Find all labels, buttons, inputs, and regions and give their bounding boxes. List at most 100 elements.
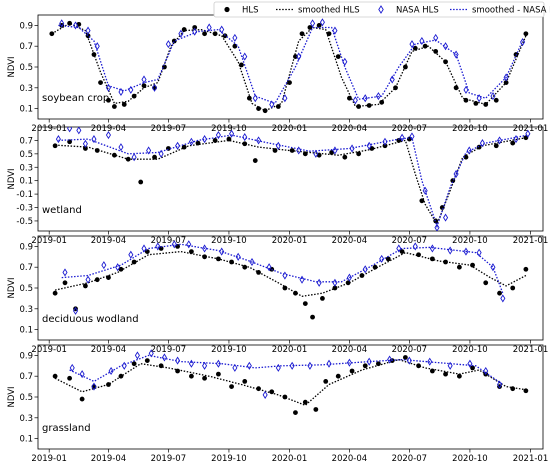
nasa-hls-point: [467, 359, 473, 368]
nasa-hls-point: [520, 37, 526, 47]
nasa-hls-point: [463, 247, 469, 256]
x-tick-label: 2019-04: [91, 124, 127, 134]
hls-point: [342, 154, 348, 160]
legend-label: NASA HLS: [396, 6, 439, 16]
y-tick-label: -0.1: [16, 190, 33, 200]
hls-point: [98, 80, 103, 85]
hls-point: [131, 259, 137, 265]
nasa-hls-point: [76, 127, 82, 135]
nasa-hls-point: [82, 139, 88, 148]
x-tick-label: 2019-10: [211, 454, 247, 464]
hls-point: [192, 25, 198, 30]
y-tick-label: 0.1: [19, 105, 33, 115]
nasa-hls-point: [497, 136, 503, 145]
nasa-hls-point: [72, 306, 79, 315]
plot-frame: [37, 344, 544, 450]
hls-point: [335, 373, 341, 379]
nasa-hls-point: [262, 390, 268, 399]
x-tick-label: 2020-01: [272, 345, 308, 355]
hls-point: [396, 138, 402, 143]
nasa-hls-point: [94, 42, 100, 51]
hls-point: [493, 143, 499, 149]
y-tick-label: 0.9: [19, 242, 33, 252]
y-tick-label: 0.5: [19, 284, 33, 294]
hls-point: [456, 373, 462, 379]
nasa-hls-point: [490, 92, 496, 101]
nasa-hls-point: [399, 133, 405, 142]
hls-point: [483, 280, 489, 286]
nasa-hls-point: [466, 146, 472, 155]
panel-label: grassland: [42, 423, 91, 434]
nasa-hls-point: [175, 141, 181, 150]
hls-point: [443, 259, 448, 265]
nasa-hls-point: [69, 363, 75, 372]
x-tick-label: 2019-10: [211, 345, 247, 355]
nasa-hls-point: [215, 131, 221, 140]
nasa-hls-point: [79, 370, 85, 379]
x-tick-label: 2021-01: [513, 124, 549, 134]
nasa-hls-point: [67, 127, 73, 133]
hls-point: [433, 49, 439, 54]
hls-point: [335, 54, 341, 59]
y-tick-label: -0.5: [16, 217, 33, 227]
hls-point: [429, 256, 435, 262]
hls-point: [152, 154, 157, 160]
series-line-smoothed-nasa-hls: [69, 354, 504, 386]
x-tick-label: 2019-04: [91, 454, 127, 464]
hls-point: [287, 80, 292, 85]
hls-point: [52, 373, 58, 379]
hls-point: [402, 355, 408, 360]
legend-label: smoothed - NASA HLS: [472, 6, 550, 16]
hls-point: [52, 143, 58, 149]
hls-point: [111, 104, 117, 109]
x-tick-label: 2020-10: [452, 454, 488, 464]
x-tick-label: 2020-07: [392, 236, 428, 246]
nasa-hls-point: [366, 357, 372, 366]
hls-point: [106, 97, 111, 103]
nasa-hls-point: [242, 133, 248, 142]
x-tick-label: 2020-07: [392, 454, 428, 464]
nasa-hls-point: [219, 247, 225, 256]
nasa-hls-point: [108, 366, 114, 376]
nasa-hls-point: [389, 75, 395, 84]
hls-point: [470, 365, 475, 371]
hls-point: [252, 158, 258, 163]
nasa-hls-point: [175, 356, 181, 365]
legend-label: smoothed HLS: [298, 6, 360, 16]
hls-point: [463, 154, 469, 160]
nasa-hls-point: [342, 57, 348, 66]
hls-point: [242, 141, 248, 147]
x-tick-label: 2019-10: [211, 236, 247, 246]
nasa-hls-point: [105, 131, 111, 140]
nasa-hls-point: [332, 26, 338, 35]
hls-point: [316, 23, 322, 28]
y-axis-label: NDVI: [7, 56, 17, 77]
nasa-hls-point: [326, 359, 332, 368]
nasa-hls-point: [275, 363, 281, 372]
x-tick-label: 2020-04: [332, 454, 368, 464]
hls-point: [375, 361, 381, 367]
plot-area: [52, 349, 529, 415]
hls-point: [453, 85, 459, 91]
x-tick-label: 2020-04: [332, 124, 368, 134]
nasa-hls-point: [256, 136, 262, 145]
hls-point: [523, 31, 529, 37]
nasa-hls-point: [55, 135, 61, 144]
nasa-hls-point: [422, 186, 428, 195]
hls-point: [212, 31, 218, 37]
nasa-hls-point: [215, 359, 221, 368]
nasa-hls-point: [396, 244, 402, 253]
nasa-hls-point: [447, 361, 453, 370]
plot-area: [52, 240, 529, 320]
plot-area: [49, 18, 529, 114]
y-axis-label: NDVI: [7, 168, 17, 189]
x-tick-label: 2019-01: [31, 236, 67, 246]
nasa-hls-point: [134, 351, 140, 360]
x-tick-label: 2019-01: [31, 454, 67, 464]
hls-point: [320, 296, 325, 301]
hls-point: [144, 358, 150, 363]
hls-point: [416, 363, 421, 369]
nasa-hls-point: [178, 29, 184, 38]
